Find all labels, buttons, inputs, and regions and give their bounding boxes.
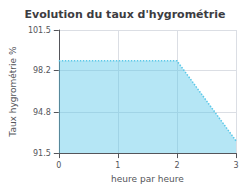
svg-text:heure par heure: heure par heure <box>111 174 184 184</box>
svg-text:1: 1 <box>115 161 120 170</box>
svg-text:Evolution du taux d'hygrométri: Evolution du taux d'hygrométrie <box>25 8 226 21</box>
svg-text:0: 0 <box>56 161 61 170</box>
svg-text:91.5: 91.5 <box>33 149 51 158</box>
svg-text:98.2: 98.2 <box>33 66 51 75</box>
svg-text:2: 2 <box>174 161 179 170</box>
svg-text:3: 3 <box>233 161 238 170</box>
svg-text:94.8: 94.8 <box>33 108 51 117</box>
svg-text:Taux hygrométrie %: Taux hygrométrie % <box>8 46 18 138</box>
svg-text:101.5: 101.5 <box>28 26 51 35</box>
